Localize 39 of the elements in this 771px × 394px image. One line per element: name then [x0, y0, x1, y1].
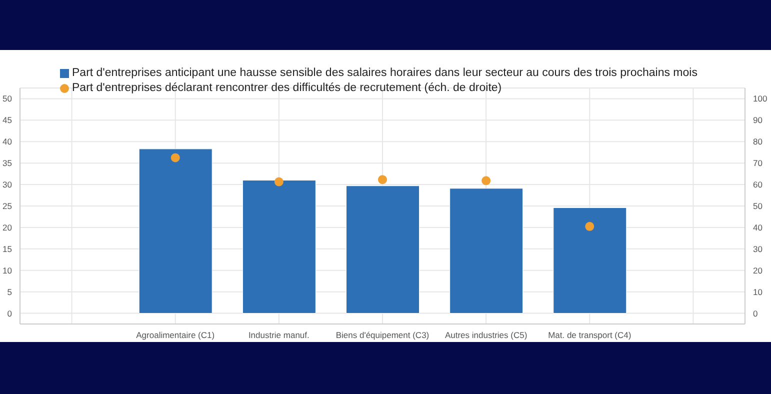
- point: [378, 175, 387, 184]
- x-tick-label: Mat. de transport (C4): [548, 330, 632, 340]
- y-tick-label: 20: [2, 222, 12, 232]
- y-tick-label: 25: [2, 201, 12, 212]
- legend-label: Part d'entreprises déclarant rencontrer des difficultés de recrutement (éch. de droite): [72, 81, 502, 96]
- y2-tick-label: 30: [753, 244, 763, 254]
- y-tick-label: 0: [7, 308, 12, 318]
- legend-label: Part d'entreprises anticipant une hausse sensible des salaires horaires dans leur secteur au cours des trois prochains mois: [72, 66, 698, 81]
- point: [274, 177, 284, 186]
- point: [482, 176, 491, 186]
- bar: [242, 180, 316, 314]
- x-tick-label: Industrie manuf.: [248, 330, 310, 340]
- y2-tick-label: 20: [753, 265, 763, 276]
- bar: [346, 186, 420, 314]
- y2-tick-label: 80: [753, 136, 763, 147]
- y2-tick-label: 40: [753, 222, 763, 232]
- bar: [553, 207, 627, 314]
- point: [170, 153, 180, 162]
- y2-tick-label: 60: [753, 180, 763, 190]
- point: [585, 222, 594, 231]
- y-tick-label: 45: [2, 115, 12, 126]
- y-tick-label: 30: [2, 180, 12, 190]
- y2-tick-label: 50: [753, 201, 763, 212]
- bar: [138, 148, 212, 314]
- y2-tick-label: 0: [753, 308, 758, 318]
- y-tick-label: 15: [2, 244, 12, 254]
- x-tick-label: Biens d'équipement (C3): [336, 330, 430, 340]
- y-tick-label: 40: [2, 136, 12, 147]
- y2-tick-label: 100: [753, 94, 768, 104]
- y2-tick-label: 70: [753, 158, 763, 168]
- y-tick-label: 50: [2, 94, 12, 104]
- y-tick-label: 10: [2, 265, 12, 276]
- y2-tick-label: 10: [753, 286, 763, 297]
- y-tick-label: 35: [2, 158, 12, 168]
- y2-tick-label: 90: [753, 115, 763, 126]
- bar: [450, 188, 524, 314]
- y-tick-label: 5: [7, 286, 12, 297]
- x-tick-label: Autres industries (C5): [444, 330, 528, 340]
- x-tick-label: Agroalimentaire (C1): [136, 330, 215, 340]
